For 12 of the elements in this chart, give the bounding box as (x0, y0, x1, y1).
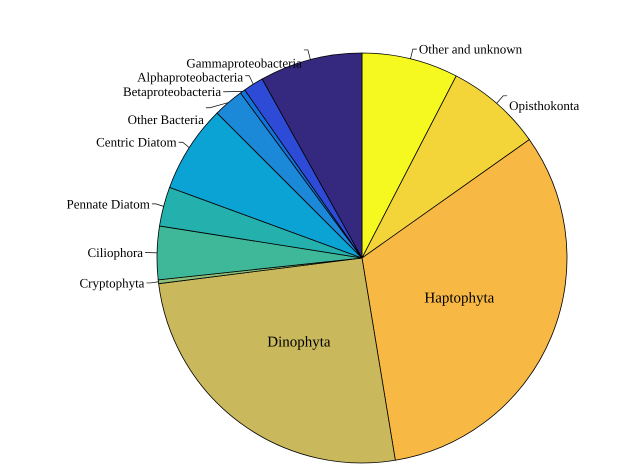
slice-label: Ciliophora (87, 245, 144, 260)
slice-label: Centric Diatom (96, 134, 177, 150)
slice-label: Gammaproteobacteria (186, 56, 302, 71)
slice-label: Dinophyta (267, 334, 331, 351)
slice-label: Betaproteobacteria (122, 84, 222, 100)
slice-label: Other and unknown (418, 42, 523, 57)
slice-label: Haptophyta (424, 290, 495, 307)
slice-label: Cryptophyta (79, 275, 145, 290)
slice-label: Opisthokonta (509, 98, 580, 114)
slice-label: Other Bacteria (128, 112, 204, 128)
slice-label: Pennate Diatom (66, 196, 150, 212)
slice-label: Alphaproteobacteria (137, 70, 244, 85)
